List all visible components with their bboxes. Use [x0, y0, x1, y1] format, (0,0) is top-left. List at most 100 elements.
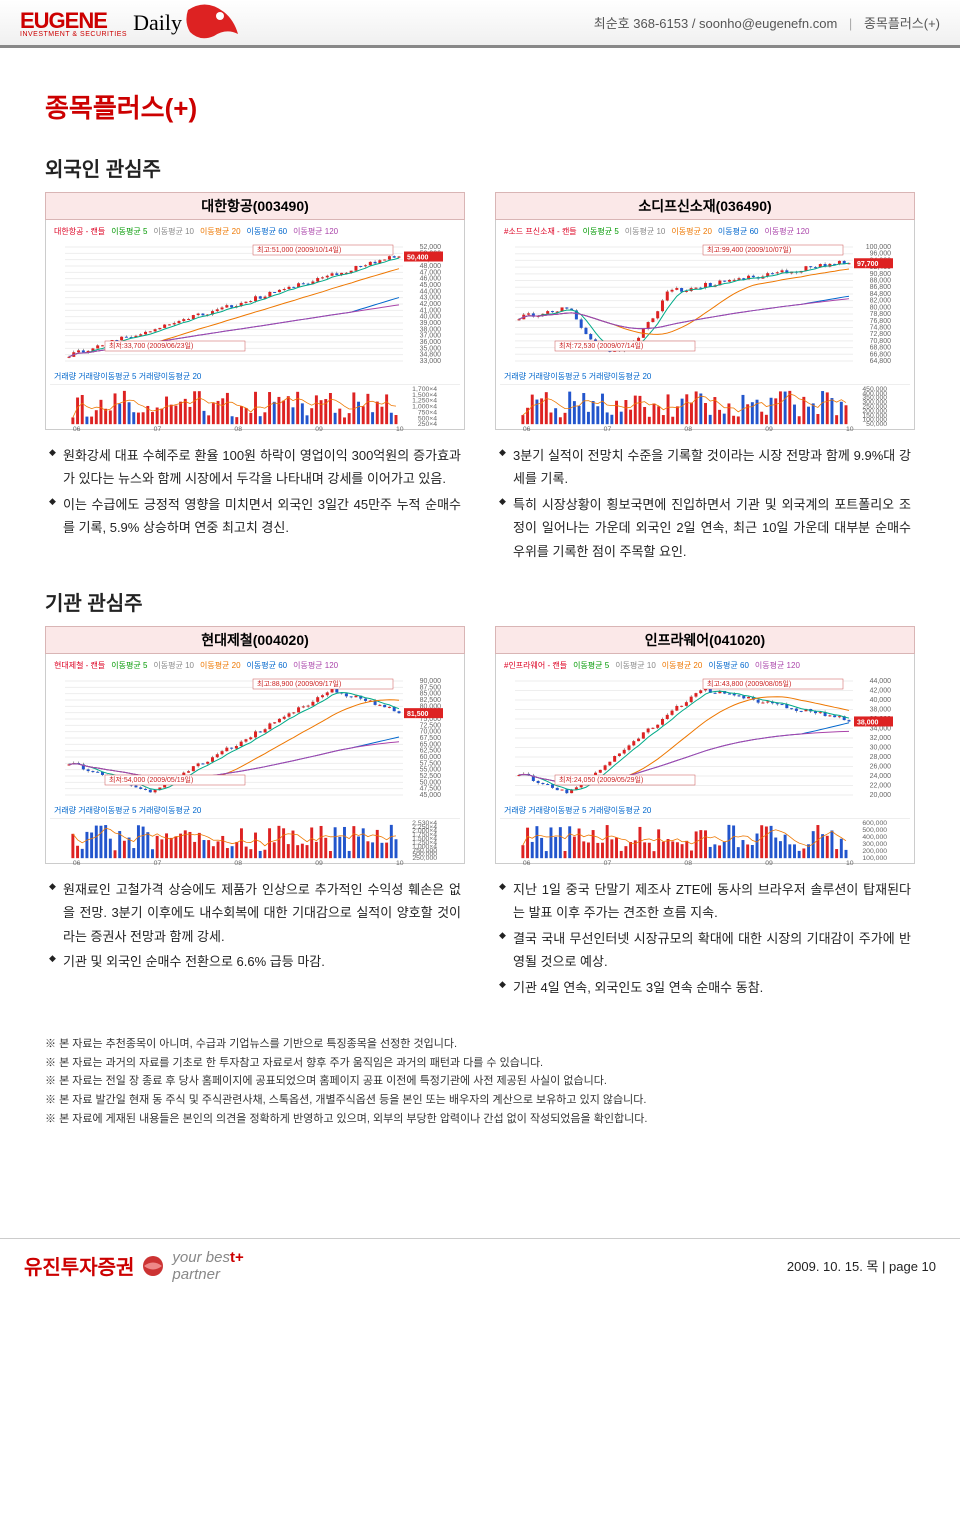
chart-box: 대한항공 - 캔들이동평균 5이동평균 10이동평균 20이동평균 60이동평균…: [45, 220, 465, 430]
svg-text:45,000: 45,000: [420, 792, 442, 799]
svg-text:08: 08: [234, 426, 242, 432]
svg-text:10: 10: [396, 426, 404, 432]
svg-text:300,000: 300,000: [862, 841, 887, 848]
disclaimer-line: 본 자료에 게재된 내용들은 본인의 의견을 정확하게 반영하고 있으며, 외부…: [45, 1110, 915, 1129]
svg-text:250,000: 250,000: [412, 855, 437, 862]
bullet-list: 원화강세 대표 수혜주로 환율 100원 하락이 영업이익 300억원의 증가효…: [45, 430, 465, 550]
svg-text:최고:99,400 (2009/10/07일): 최고:99,400 (2009/10/07일): [707, 245, 791, 254]
card-title: 현대제철(004020): [45, 626, 465, 654]
svg-text:10: 10: [846, 426, 854, 432]
footer-logo: 유진투자증권: [24, 1251, 134, 1280]
volume-legend: 거래량 거래량이동평균 5 거래량이동평균 20: [50, 369, 460, 384]
card-row: 대한항공(003490)대한항공 - 캔들이동평균 5이동평균 10이동평균 2…: [45, 192, 915, 573]
svg-text:50,000: 50,000: [866, 421, 887, 428]
bullet-list: 원재료인 고철가격 상승에도 제품가 인상으로 추가적인 수익성 훼손은 없을 …: [45, 864, 465, 984]
svg-text:500,000: 500,000: [862, 827, 887, 834]
svg-text:38,000: 38,000: [870, 706, 892, 713]
logo-sub: INVESTMENT & SECURITIES: [20, 31, 127, 38]
svg-text:64,800: 64,800: [870, 358, 892, 365]
contact-name: 최순호: [594, 16, 630, 31]
svg-text:06: 06: [73, 860, 81, 866]
svg-text:100,000: 100,000: [862, 855, 887, 862]
svg-text:09: 09: [315, 860, 323, 866]
logo-daily: Daily: [133, 10, 182, 36]
svg-text:81,500: 81,500: [407, 711, 429, 718]
svg-text:06: 06: [523, 860, 531, 866]
chart-legend: #소드 프신소재 - 캔들이동평균 5이동평균 10이동평균 20이동평균 60…: [500, 224, 910, 239]
swoosh-icon: [186, 2, 240, 44]
chart-box: 현대제철 - 캔들이동평균 5이동평균 10이동평균 20이동평균 60이동평균…: [45, 654, 465, 864]
header-bar: EUGENE INVESTMENT & SECURITIES Daily 최순호…: [0, 0, 960, 48]
svg-text:24,000: 24,000: [870, 773, 892, 780]
svg-text:07: 07: [604, 860, 612, 866]
bullet-item: 특히 시장상황이 횡보국면에 진입하면서 기관 및 외국계의 포트폴리오 조정이…: [499, 493, 911, 563]
svg-text:07: 07: [154, 860, 162, 866]
svg-text:09: 09: [765, 426, 773, 432]
bullet-item: 결국 국내 무선인터넷 시장규모의 확대에 대한 시장의 기대감이 주가에 반영…: [499, 927, 911, 974]
card-title: 대한항공(003490): [45, 192, 465, 220]
bullet-item: 원화강세 대표 수혜주로 환율 100원 하락이 영업이익 300억원의 증가효…: [49, 444, 461, 491]
chart-box: #인프라웨어 - 캔들이동평균 5이동평균 10이동평균 20이동평균 60이동…: [495, 654, 915, 864]
svg-text:06: 06: [73, 426, 81, 432]
disclaimer: 본 자료는 추천종목이 아니며, 수급과 기업뉴스를 기반으로 특징종목을 선정…: [45, 1035, 915, 1128]
svg-text:32,000: 32,000: [870, 735, 892, 742]
volume-legend: 거래량 거래량이동평균 5 거래량이동평균 20: [500, 369, 910, 384]
svg-text:07: 07: [604, 426, 612, 432]
logo: EUGENE INVESTMENT & SECURITIES Daily: [20, 2, 240, 44]
svg-text:20,000: 20,000: [870, 792, 892, 799]
svg-text:34,000: 34,000: [870, 725, 892, 732]
stock-card: 소디프신소재(036490) #소드 프신소재 - 캔들이동평균 5이동평균 10…: [495, 192, 915, 573]
svg-text:200,000: 200,000: [862, 848, 887, 855]
svg-text:250×4: 250×4: [418, 421, 437, 428]
contact-phone: 368-6153: [633, 16, 688, 31]
stock-card: 인프라웨어(041020)#인프라웨어 - 캔들이동평균 5이동평균 10이동평…: [495, 626, 915, 1009]
svg-text:최저:24,050 (2009/05/29일): 최저:24,050 (2009/05/29일): [559, 775, 643, 784]
svg-text:42,000: 42,000: [870, 687, 892, 694]
svg-text:28,000: 28,000: [870, 754, 892, 761]
footer: 유진투자증권 your best+ partner 2009. 10. 15. …: [0, 1238, 960, 1292]
globe-icon: [142, 1255, 164, 1277]
svg-text:최저:54,000 (2009/05/19일): 최저:54,000 (2009/05/19일): [109, 775, 193, 784]
svg-text:600,000: 600,000: [862, 820, 887, 827]
svg-text:최고:51,000 (2009/10/14일): 최고:51,000 (2009/10/14일): [257, 245, 341, 254]
footer-tagline: your best+ partner: [172, 1249, 243, 1283]
svg-text:최고:88,900 (2009/09/17일): 최고:88,900 (2009/09/17일): [257, 679, 341, 688]
svg-text:09: 09: [315, 426, 323, 432]
bullet-item: 기관 및 외국인 순매수 전환으로 6.6% 급등 마감.: [49, 950, 461, 973]
svg-text:22,000: 22,000: [870, 782, 892, 789]
disclaimer-line: 본 자료 발간일 현재 동 주식 및 주식관련사채, 스톡옵션, 개별주식옵션 …: [45, 1091, 915, 1110]
svg-text:10: 10: [846, 860, 854, 866]
bullet-item: 기관 4일 연속, 외국인도 3일 연속 순매수 동참.: [499, 976, 911, 999]
bullet-list: 3분기 실적이 전망치 수준을 기록할 것이라는 시장 전망과 함께 9.9%대…: [495, 430, 915, 573]
svg-text:06: 06: [523, 426, 531, 432]
svg-text:09: 09: [765, 860, 773, 866]
bullet-item: 3분기 실적이 전망치 수준을 기록할 것이라는 시장 전망과 함께 9.9%대…: [499, 444, 911, 491]
card-title: 소디프신소재(036490): [495, 192, 915, 220]
section-heading: 기관 관심주: [45, 587, 915, 616]
disclaimer-line: 본 자료는 과거의 자료를 기초로 한 투자참고 자료로서 향후 주가 움직임은…: [45, 1054, 915, 1073]
header-section: 종목플러스(+): [864, 16, 940, 31]
stock-card: 대한항공(003490)대한항공 - 캔들이동평균 5이동평균 10이동평균 2…: [45, 192, 465, 573]
bullet-item: 지난 1일 중국 단말기 제조사 ZTE에 동사의 브라우저 솔루션이 탑재된다…: [499, 878, 911, 925]
page-title: 종목플러스(+): [45, 88, 915, 125]
svg-text:97,700: 97,700: [857, 261, 879, 268]
svg-text:50,400: 50,400: [407, 255, 429, 262]
section-heading: 외국인 관심주: [45, 153, 915, 182]
bullet-item: 원재료인 고철가격 상승에도 제품가 인상으로 추가적인 수익성 훼손은 없을 …: [49, 878, 461, 948]
svg-text:400,000: 400,000: [862, 834, 887, 841]
svg-text:최저:72,530 (2009/07/14일): 최저:72,530 (2009/07/14일): [559, 341, 643, 350]
svg-text:07: 07: [154, 426, 162, 432]
bullet-list: 지난 1일 중국 단말기 제조사 ZTE에 동사의 브라우저 솔루션이 탑재된다…: [495, 864, 915, 1009]
footer-date-page: 2009. 10. 15. 목 | page 10: [787, 1256, 936, 1275]
svg-text:10: 10: [396, 860, 404, 866]
volume-legend: 거래량 거래량이동평균 5 거래량이동평균 20: [500, 803, 910, 818]
svg-text:08: 08: [684, 426, 692, 432]
svg-text:40,000: 40,000: [870, 697, 892, 704]
chart-box: #소드 프신소재 - 캔들이동평균 5이동평균 10이동평균 20이동평균 60…: [495, 220, 915, 430]
stock-card: 현대제철(004020) 현대제철 - 캔들이동평균 5이동평균 10이동평균 2…: [45, 626, 465, 1009]
svg-text:최저:33,700 (2009/06/23일): 최저:33,700 (2009/06/23일): [109, 341, 193, 350]
contact-email: soonho@eugenefn.com: [699, 16, 837, 31]
svg-text:최고:43,800 (2009/08/05일): 최고:43,800 (2009/08/05일): [707, 679, 791, 688]
chart-legend: 현대제철 - 캔들이동평균 5이동평균 10이동평균 20이동평균 60이동평균…: [50, 658, 460, 673]
disclaimer-line: 본 자료는 추천종목이 아니며, 수급과 기업뉴스를 기반으로 특징종목을 선정…: [45, 1035, 915, 1054]
